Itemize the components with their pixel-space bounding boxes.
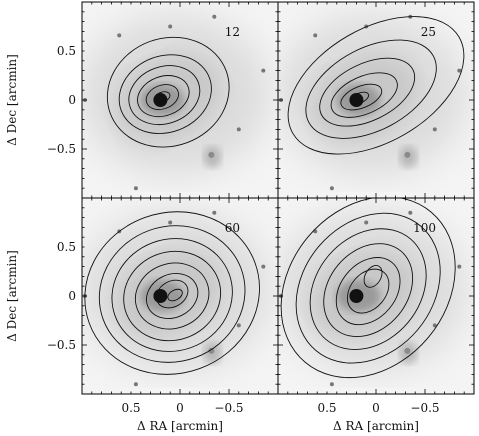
y-tick-label: 0.5 — [57, 44, 76, 58]
x-tick-label: 0 — [372, 401, 380, 415]
contour-line — [155, 279, 189, 309]
contour-line — [330, 72, 398, 118]
contour-line — [305, 39, 437, 139]
contour-line — [323, 243, 414, 338]
contour-line — [309, 228, 427, 350]
contour-line — [335, 257, 401, 326]
contour-line — [349, 91, 370, 105]
contour-line — [118, 54, 212, 134]
panel-label: 100 — [413, 221, 436, 235]
x-tick-label: 0.5 — [317, 401, 336, 415]
x-axis-label-right: Δ RA [arcmin] — [333, 419, 419, 433]
contour-line — [135, 262, 210, 330]
y-axis-label-bottom: Δ Dec [arcmin] — [5, 250, 19, 342]
panel-3: 60 0.5 0 −0.5 0.5 0 −0.5 — [47, 197, 279, 415]
y-tick-label: 0 — [68, 93, 76, 107]
contour-line — [295, 212, 441, 364]
optical-image — [278, 2, 474, 198]
y-tick-label: −0.5 — [47, 338, 76, 352]
contour-line — [346, 268, 390, 314]
panel-4: 100 0.5 0 −0.5 — [277, 197, 475, 415]
x-tick-label: 0 — [176, 401, 184, 415]
contour-line — [280, 198, 456, 379]
optical-image — [82, 2, 278, 198]
contour-line — [84, 211, 260, 375]
y-axis-label-top: Δ Dec [arcmin] — [5, 54, 19, 146]
contour-line — [98, 225, 246, 363]
contour-line — [128, 65, 201, 125]
contour-line — [106, 36, 230, 148]
contour-line — [340, 83, 383, 111]
contour-line — [154, 91, 171, 103]
contour-line — [167, 288, 183, 302]
contour-line — [287, 16, 465, 155]
y-tick-label: −0.5 — [47, 142, 76, 156]
y-tick-label: 0.5 — [57, 240, 76, 254]
x-tick-label: −0.5 — [214, 401, 243, 415]
x-axis-label-left: Δ RA [arcmin] — [137, 419, 223, 433]
contour-line — [146, 273, 199, 319]
contour-line — [137, 75, 190, 118]
optical-image — [82, 198, 278, 394]
contour-line — [363, 265, 383, 288]
panel-label: 12 — [225, 25, 240, 39]
y-tick-label: 0 — [68, 289, 76, 303]
x-tick-label: 0.5 — [121, 401, 140, 415]
panel-1: 12 0.5 0 −0.5 — [47, 1, 279, 199]
panel-2: 25 — [277, 1, 475, 199]
panel-label: 60 — [225, 221, 240, 235]
panel-label: 25 — [421, 25, 436, 39]
contour-line — [111, 238, 233, 352]
contour-line — [319, 57, 416, 127]
contour-line — [145, 84, 179, 110]
contour-line — [123, 250, 222, 342]
x-tick-label: −0.5 — [410, 401, 439, 415]
